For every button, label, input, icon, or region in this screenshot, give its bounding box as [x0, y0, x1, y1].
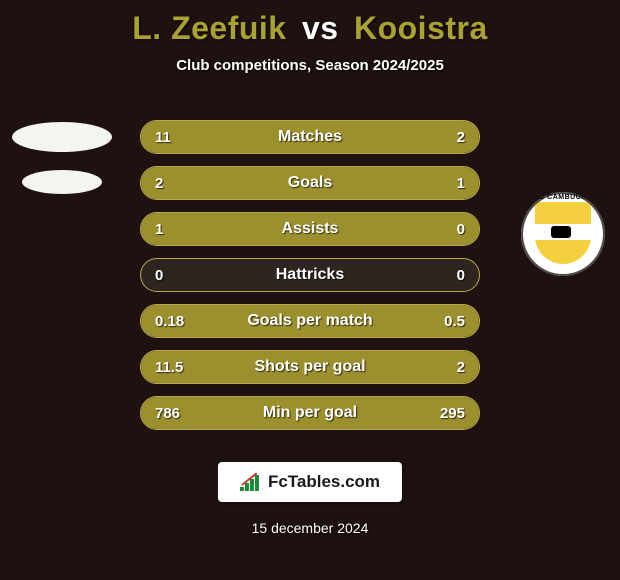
stat-value-left: 786 [141, 405, 201, 422]
brand-badge[interactable]: FcTables.com [218, 462, 402, 502]
stat-value-left: 11 [141, 129, 201, 146]
stat-value-left: 11.5 [141, 359, 201, 376]
comparison-card: L. Zeefuik vs Kooistra Club competitions… [0, 0, 620, 580]
badge-left-ellipse-2 [22, 170, 102, 194]
stat-value-left: 2 [141, 175, 201, 192]
team-badge-left [2, 120, 112, 230]
stat-label: Goals [201, 174, 419, 192]
crest-label: C CAMBUUR [521, 194, 605, 201]
brand-text: FcTables.com [268, 472, 380, 492]
stat-row: 11.5Shots per goal2 [140, 350, 480, 384]
stat-label: Hattricks [201, 266, 419, 284]
crest-shield-icon [535, 202, 591, 264]
page-title: L. Zeefuik vs Kooistra [0, 0, 620, 47]
title-player1: L. Zeefuik [132, 10, 286, 46]
date-label: 15 december 2024 [0, 520, 620, 536]
stat-row: 0Hattricks0 [140, 258, 480, 292]
stat-label: Goals per match [201, 312, 419, 330]
stat-value-right: 0 [419, 221, 479, 238]
stat-value-right: 0.5 [419, 313, 479, 330]
stat-value-left: 0.18 [141, 313, 201, 330]
stat-label: Shots per goal [201, 358, 419, 376]
team-badge-right: C CAMBUUR [508, 180, 618, 290]
badge-left-ellipse-1 [12, 122, 112, 152]
stat-value-right: 2 [419, 359, 479, 376]
title-player2: Kooistra [354, 10, 488, 46]
title-vs: vs [302, 10, 339, 46]
stat-row: 11Matches2 [140, 120, 480, 154]
stat-value-left: 0 [141, 267, 201, 284]
crest-deer-icon [551, 226, 571, 238]
stat-row: 2Goals1 [140, 166, 480, 200]
stat-label: Assists [201, 220, 419, 238]
stat-value-left: 1 [141, 221, 201, 238]
stat-rows: 11Matches22Goals11Assists00Hattricks00.1… [140, 120, 480, 442]
stat-row: 1Assists0 [140, 212, 480, 246]
stat-value-right: 0 [419, 267, 479, 284]
stat-value-right: 2 [419, 129, 479, 146]
stat-value-right: 295 [419, 405, 479, 422]
subtitle: Club competitions, Season 2024/2025 [0, 57, 620, 74]
stat-value-right: 1 [419, 175, 479, 192]
stat-row: 0.18Goals per match0.5 [140, 304, 480, 338]
fctables-logo-icon [240, 473, 262, 491]
stat-label: Min per goal [201, 404, 419, 422]
stat-label: Matches [201, 128, 419, 146]
stat-row: 786Min per goal295 [140, 396, 480, 430]
crest-icon: C CAMBUUR [521, 192, 605, 276]
